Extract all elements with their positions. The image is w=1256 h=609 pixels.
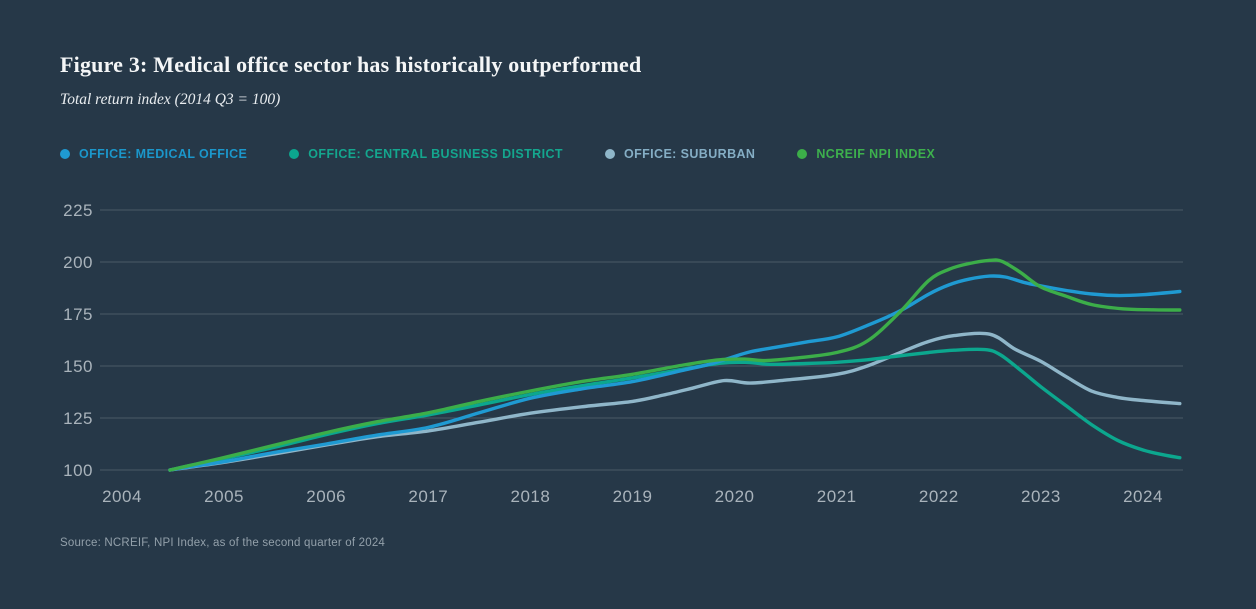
x-tick-label-2006: 2006 — [306, 487, 346, 506]
figure-subtitle: Total return index (2014 Q3 = 100) — [60, 91, 281, 108]
x-tick-label-2023: 2023 — [1021, 487, 1061, 506]
series-line-office-medical-office — [168, 274, 1182, 472]
x-tick-label-2004: 2004 — [102, 487, 142, 506]
x-tick-label-2024: 2024 — [1123, 487, 1163, 506]
y-tick-label-125: 125 — [63, 409, 93, 428]
y-tick-label-150: 150 — [63, 357, 93, 376]
y-tick-label-225: 225 — [63, 201, 93, 220]
x-tick-label-2020: 2020 — [715, 487, 755, 506]
x-tick-label-2021: 2021 — [817, 487, 857, 506]
legend-item-3: NCREIF NPI INDEX — [797, 147, 935, 161]
series-line-office-central-business-district — [168, 347, 1182, 472]
legend-label: OFFICE: SUBURBAN — [623, 147, 756, 161]
legend-label: NCREIF NPI INDEX — [816, 147, 936, 161]
x-tick-label-2017: 2017 — [408, 487, 448, 506]
legend-label: OFFICE: CENTRAL BUSINESS DISTRICT — [308, 147, 563, 161]
series-line-office-suburban — [168, 331, 1182, 472]
legend-dot-icon — [289, 149, 300, 159]
legend-dot-icon — [60, 149, 70, 159]
legend-dot-icon — [797, 149, 808, 159]
source-note: Source: NCREIF, NPI Index, as of the sec… — [60, 537, 386, 549]
x-tick-label-2005: 2005 — [204, 487, 244, 506]
x-tick-label-2018: 2018 — [510, 487, 550, 506]
figure-title: Figure 3: Medical office sector has hist… — [60, 52, 642, 77]
x-tick-label-2019: 2019 — [613, 487, 653, 506]
series-line-ncreif-npi-index — [168, 258, 1182, 472]
y-tick-label-200: 200 — [63, 253, 93, 272]
legend: OFFICE: MEDICAL OFFICE OFFICE: CENTRAL BU… — [60, 147, 977, 161]
y-tick-label-100: 100 — [63, 461, 93, 480]
legend-item-2: OFFICE: SUBURBAN — [604, 147, 756, 161]
legend-dot-icon — [604, 149, 615, 159]
x-tick-label-2022: 2022 — [919, 487, 959, 506]
legend-item-0: OFFICE: MEDICAL OFFICE — [60, 147, 247, 161]
y-tick-label-175: 175 — [63, 305, 93, 324]
legend-item-1: OFFICE: CENTRAL BUSINESS DISTRICT — [289, 147, 563, 161]
legend-label: OFFICE: MEDICAL OFFICE — [79, 147, 248, 161]
